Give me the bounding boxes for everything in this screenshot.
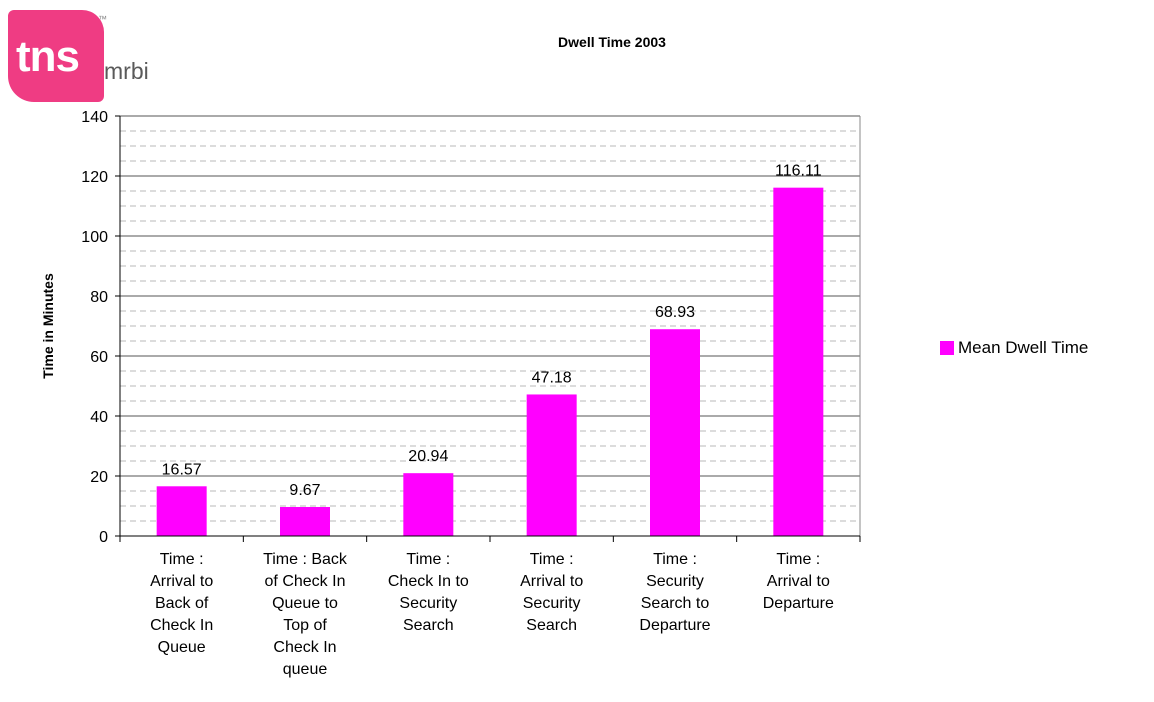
logo-brand: tns xyxy=(16,32,80,81)
x-tick-label: Time : Arrival to Back of Check In Queue xyxy=(127,549,237,659)
y-tick-label: 60 xyxy=(90,349,108,366)
bar xyxy=(773,187,824,537)
tns-mrbi-logo: tns ™ mrbi xyxy=(8,10,168,102)
y-tick-label: 40 xyxy=(90,409,108,426)
legend-swatch xyxy=(940,341,954,355)
legend-label: Mean Dwell Time xyxy=(958,338,1089,357)
logo-badge xyxy=(8,10,104,102)
x-tick-label-line: Time : xyxy=(159,551,204,568)
bar xyxy=(156,486,207,536)
data-label: 20.94 xyxy=(408,448,448,465)
x-tick-label-line: Back of xyxy=(154,595,209,612)
x-tick-label: Time : Arrival to Security Search xyxy=(497,549,607,637)
data-label: 16.57 xyxy=(162,461,202,478)
x-tick-label-line: Time : xyxy=(653,551,697,568)
chart-title: Dwell Time 2003 xyxy=(558,34,666,50)
data-label: 47.18 xyxy=(532,369,572,386)
x-tick-label: Time : Check In to Security Search xyxy=(373,549,483,637)
x-tick-label-line: Time : Back xyxy=(263,551,347,568)
data-label: 68.93 xyxy=(655,304,695,321)
x-tick-label-line: of Check In xyxy=(264,573,346,590)
x-tick-label-line: Queue xyxy=(157,639,206,656)
y-tick-label: 80 xyxy=(90,289,108,306)
x-tick-label-line: Time : xyxy=(529,551,574,568)
x-tick-label-line: Security xyxy=(399,595,458,612)
y-tick-label: 20 xyxy=(90,469,108,486)
y-tick-label: 140 xyxy=(81,109,108,126)
x-tick-label-line: Arrival to xyxy=(766,573,830,590)
x-tick-label-line: Arrival to xyxy=(520,573,584,590)
logo-sub: mrbi xyxy=(104,58,149,84)
bar xyxy=(280,506,330,536)
legend: Mean Dwell Time xyxy=(940,338,1088,358)
x-tick-label-line: Search xyxy=(526,617,577,634)
x-tick-label-line: Departure xyxy=(639,617,711,634)
x-tick-label-line: Departure xyxy=(762,595,834,612)
data-label: 9.67 xyxy=(289,482,320,499)
x-tick-label-line: Time : xyxy=(776,551,821,568)
x-tick-label-line: Search xyxy=(402,617,454,634)
x-tick-label-line: Time : xyxy=(406,551,451,568)
x-tick-label: Time : Security Search to Departure xyxy=(620,549,730,637)
x-tick-label-line: Top of xyxy=(283,617,327,634)
x-tick-label-line: Queue to xyxy=(272,595,338,612)
data-label: 116.11 xyxy=(775,163,822,180)
x-tick-label: Time : Back of Check In Queue to Top of Chec… xyxy=(250,549,360,681)
y-tick-label: 100 xyxy=(81,229,108,246)
x-tick-label-line: queue xyxy=(282,661,328,678)
logo-trademark: ™ xyxy=(98,14,107,24)
x-tick-label-line: Check In xyxy=(150,617,214,634)
bar xyxy=(526,394,577,536)
y-tick-label: 120 xyxy=(81,169,108,186)
bar xyxy=(650,329,700,536)
x-tick-label: Time : Arrival to Departure xyxy=(743,549,853,615)
x-tick-label-line: Security xyxy=(646,573,704,590)
y-tick-label: 0 xyxy=(99,529,108,546)
x-tick-label-line: Arrival to xyxy=(150,573,214,590)
x-tick-label-line: Check In xyxy=(273,639,337,656)
x-tick-label-line: Check In to xyxy=(387,573,469,590)
x-tick-label-line: Search to xyxy=(640,595,710,612)
bar xyxy=(403,473,454,536)
x-tick-label-line: Security xyxy=(522,595,581,612)
